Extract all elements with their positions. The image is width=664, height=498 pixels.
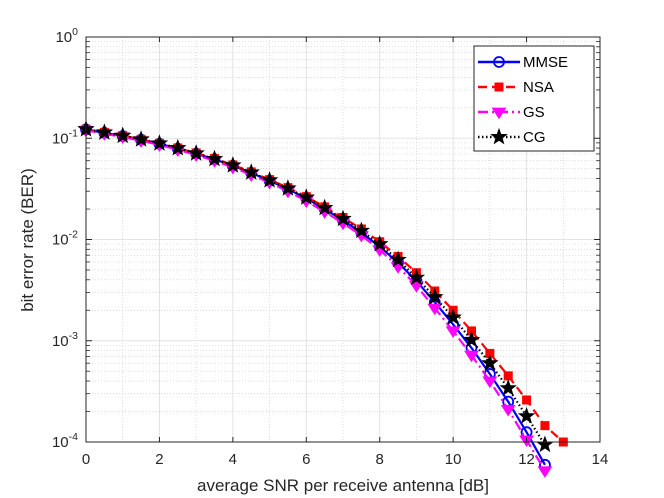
- data-point-cg: [426, 287, 444, 305]
- data-point-cg: [444, 308, 462, 325]
- legend-marker-nsa: [494, 82, 504, 92]
- y-tick-label: 10-3: [52, 330, 78, 350]
- x-tick-label: 6: [302, 451, 310, 468]
- data-point-gs: [482, 376, 498, 389]
- y-tick-label: 10-2: [52, 229, 78, 249]
- legend-marker-cg: [490, 127, 508, 145]
- legend-label-cg: CG: [523, 129, 546, 146]
- data-point-gs: [409, 281, 424, 293]
- x-tick-label: 2: [155, 451, 163, 468]
- y-tick-label: 10-1: [52, 127, 78, 147]
- data-point-cg: [224, 156, 242, 173]
- y-axis-label: bit error rate (BER): [18, 168, 37, 312]
- series-cg: [77, 119, 554, 453]
- y-tick-label: 100: [55, 26, 78, 46]
- x-tick-label: 4: [229, 451, 237, 468]
- data-point-gs: [445, 326, 461, 339]
- legend: MMSE NSA GS CG: [473, 45, 595, 152]
- data-point-cg: [150, 134, 169, 151]
- data-point-gs: [500, 404, 516, 417]
- x-tick-label: 10: [445, 451, 462, 468]
- legend-marker-gs: [491, 107, 507, 120]
- data-point-cg: [279, 179, 297, 196]
- data-point-cg: [242, 163, 260, 180]
- data-point-cg: [334, 209, 352, 227]
- data-point-cg: [517, 406, 536, 424]
- data-point-cg: [297, 188, 316, 205]
- x-tick-label: 8: [376, 451, 384, 468]
- data-point-cg: [499, 379, 517, 396]
- data-point-cg: [260, 171, 279, 188]
- data-point-cg: [205, 149, 224, 167]
- data-point-cg: [481, 354, 499, 371]
- data-point-cg: [315, 198, 334, 216]
- data-point-cg: [370, 234, 389, 252]
- data-point-gs: [464, 350, 479, 363]
- x-axis-label: average SNR per receive antenna [dB]: [197, 476, 489, 495]
- data-point-cg: [113, 126, 132, 144]
- legend-entry-cg: CG: [478, 127, 546, 146]
- y-tick-label: 10-4: [52, 431, 78, 451]
- data-point-nsa: [503, 371, 513, 381]
- data-point-cg: [407, 268, 426, 286]
- data-point-gs: [427, 303, 443, 316]
- data-point-cg: [389, 250, 407, 268]
- data-point-nsa: [522, 395, 532, 405]
- data-point-gs: [537, 466, 553, 478]
- data-point-cg: [95, 123, 114, 140]
- data-point-cg: [132, 130, 150, 147]
- data-point-cg: [462, 330, 481, 348]
- x-tick-label: 0: [82, 451, 90, 468]
- data-point-cg: [169, 138, 187, 156]
- x-tick-label: 14: [592, 451, 609, 468]
- legend-label-gs: GS: [523, 104, 545, 121]
- data-point-cg: [187, 144, 205, 161]
- legend-entry-nsa: NSA: [478, 79, 554, 96]
- legend-entry-gs: GS: [478, 104, 545, 121]
- data-point-nsa: [540, 421, 550, 431]
- x-tick-label: 12: [518, 451, 535, 468]
- legend-label-mmse: MMSE: [523, 54, 568, 71]
- legend-entry-mmse: MMSE: [478, 54, 568, 71]
- legend-label-nsa: NSA: [523, 79, 554, 96]
- ticks-layer: 0 2 4 6 8 10 12 14 100 10-1 10-2 10-3 10-4: [52, 26, 608, 468]
- legend-marker-mmse: [493, 56, 505, 68]
- data-point-cg: [352, 221, 371, 239]
